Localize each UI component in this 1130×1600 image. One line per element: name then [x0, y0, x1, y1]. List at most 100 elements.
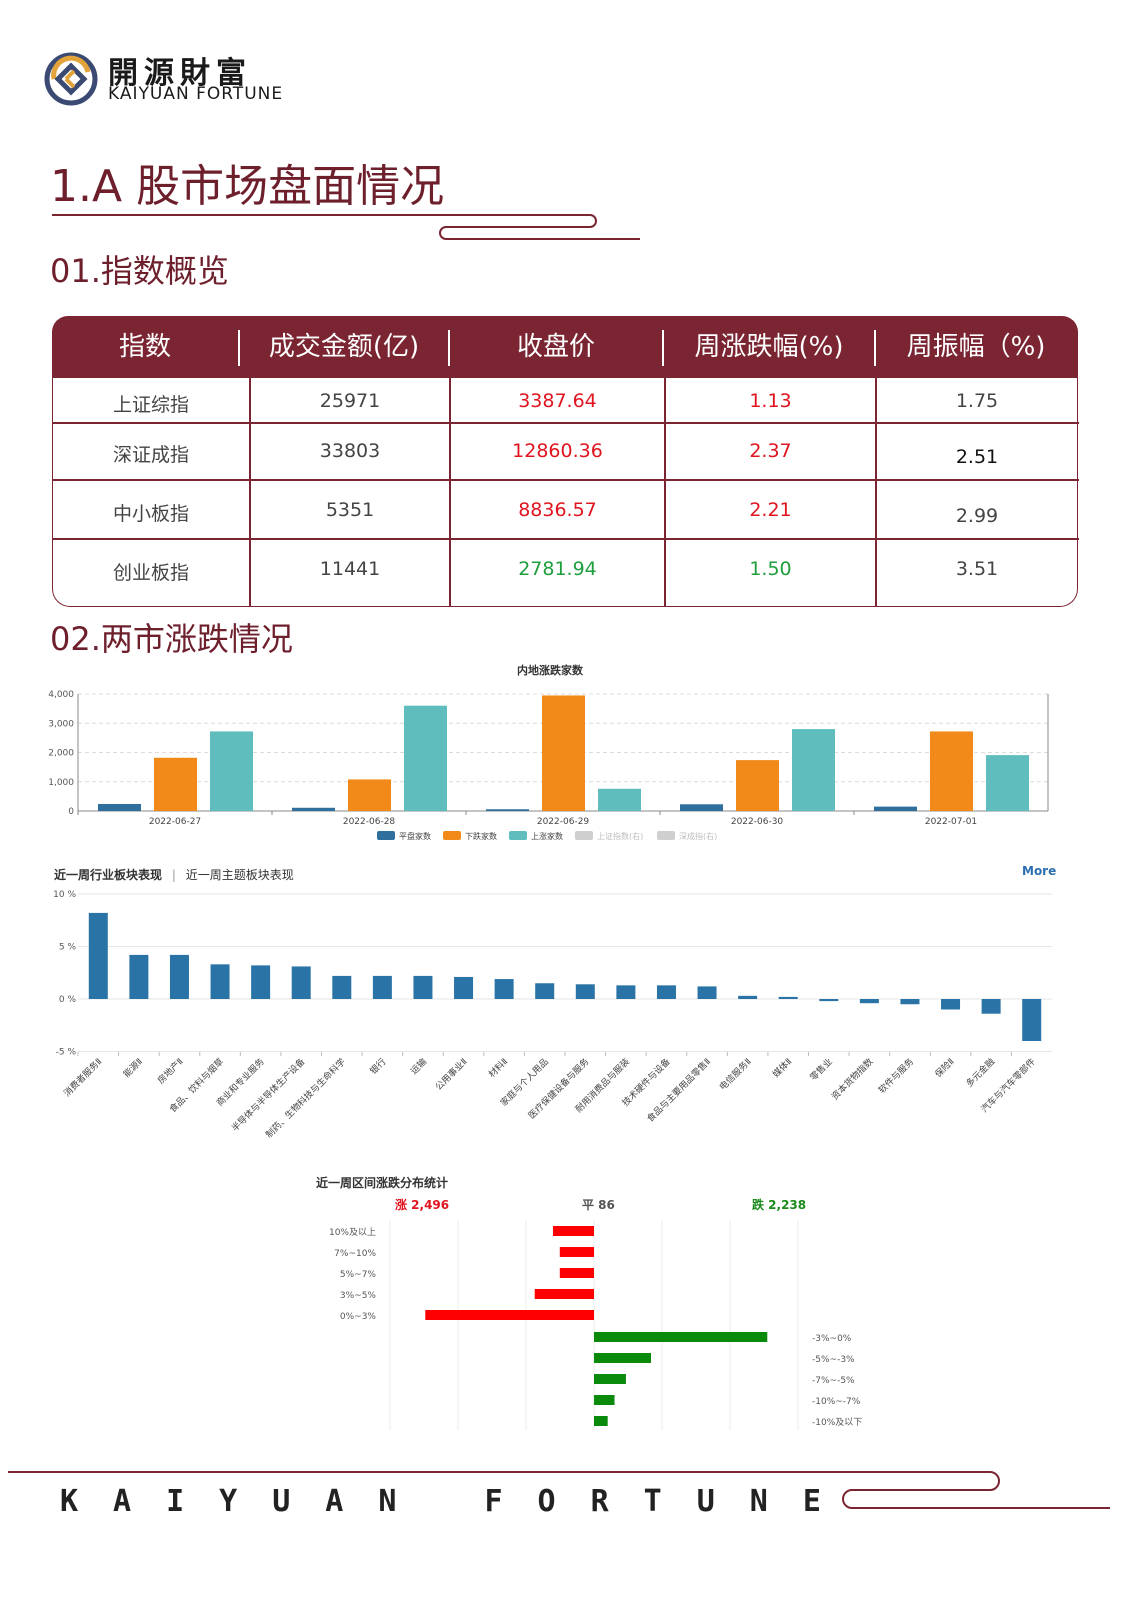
y-tick-label: -7%~-5%	[812, 1376, 855, 1386]
footer-brand-text: KAIYUAN FORTUNE	[60, 1484, 856, 1519]
table-cell-name: 深证成指	[112, 444, 189, 466]
bar	[372, 975, 392, 999]
bar	[454, 976, 474, 999]
bar	[98, 803, 141, 811]
sector-tabs: 近一周行业板块表现 | 近一周主题板块表现	[54, 866, 294, 883]
bar	[292, 807, 335, 811]
bar	[154, 757, 197, 811]
table-cell-amplitude: 1.75	[955, 390, 999, 412]
bar-up	[559, 1268, 594, 1278]
bar	[874, 806, 917, 811]
bar	[404, 705, 447, 811]
y-tick-label: 10 %	[53, 890, 76, 900]
bar	[413, 975, 433, 999]
y-tick-label: 7%~10%	[334, 1249, 376, 1259]
table-cell-close: 8836.57	[518, 499, 597, 521]
chart-title-distribution: 近一周区间涨跌分布统计	[316, 1176, 449, 1190]
column-divider	[449, 378, 451, 606]
table-cell-change: 2.37	[749, 440, 792, 462]
table-cell-amount: 11441	[319, 558, 381, 580]
y-tick-label: 0	[68, 807, 74, 817]
header-separator	[448, 330, 450, 366]
bar	[981, 999, 1001, 1014]
header-separator	[874, 330, 876, 366]
bar	[616, 985, 636, 999]
x-tick-label: 能源Ⅱ	[121, 1056, 145, 1080]
x-tick-label: 2022-06-28	[343, 817, 396, 827]
bar	[792, 729, 835, 811]
x-tick-label: 多元金融	[963, 1056, 997, 1090]
bar	[656, 985, 676, 999]
bar	[348, 779, 391, 811]
tab-industry-sectors[interactable]: 近一周行业板块表现	[54, 868, 163, 882]
table-cell-close: 3387.64	[518, 390, 597, 412]
row-divider	[53, 422, 1079, 424]
bar-down	[594, 1332, 768, 1342]
tab-theme-sectors[interactable]: 近一周主题板块表现	[185, 868, 294, 882]
title-underline-decoration	[52, 214, 640, 240]
legend-swatch	[575, 831, 593, 840]
bar	[251, 965, 271, 999]
table-header: 指数 成交金额(亿) 收盘价 周涨跌幅(%) 周振幅（%)	[52, 316, 1078, 378]
x-tick-label: 运输	[408, 1056, 429, 1077]
column-divider	[875, 378, 877, 606]
table-cell-close: 2781.94	[518, 558, 597, 580]
x-tick-label: 银行	[367, 1056, 388, 1077]
chart-title-advance-decline: 内地涨跌家数	[517, 664, 583, 677]
bar	[291, 966, 311, 999]
bar	[941, 999, 961, 1010]
header-separator	[662, 330, 664, 366]
x-tick-label: 2022-07-01	[925, 817, 977, 827]
table-cell-amount: 25971	[319, 390, 381, 412]
bar	[736, 760, 779, 811]
bar-up	[425, 1310, 594, 1320]
x-tick-label: 保险Ⅱ	[932, 1056, 956, 1080]
x-tick-label: 软件与服务	[876, 1056, 916, 1096]
x-tick-label: 2022-06-30	[731, 817, 784, 827]
brand-name-cn: 開源財富	[108, 56, 252, 91]
legend-label: 上证指数(右)	[597, 831, 643, 841]
legend-label: 上涨家数	[531, 831, 563, 841]
y-tick-label: 2,000	[48, 749, 74, 759]
section-title-market-breadth: 02.两市涨跌情况	[50, 620, 293, 658]
table-cell-close: 12860.36	[512, 440, 603, 462]
table-cell-amplitude: 3.51	[955, 558, 999, 580]
bar	[819, 999, 839, 1002]
bar	[680, 804, 723, 811]
bar	[542, 695, 585, 811]
bar	[900, 999, 920, 1005]
header-cell: 周涨跌幅(%)	[694, 332, 844, 362]
summary-flat: 平 86	[582, 1198, 615, 1212]
legend-swatch	[377, 831, 395, 840]
row-divider	[53, 538, 1079, 540]
brand-name-en: KAIYUAN FORTUNE	[108, 84, 284, 104]
sector-performance-chart: -5 %0 %5 %10 %消费者服务Ⅱ 能源Ⅱ 房地产Ⅱ食品、饮料与烟草商业和专业…	[53, 890, 1052, 1140]
y-tick-label: -5%~-3%	[812, 1355, 855, 1365]
page-title: 1.A 股市场盘面情况	[50, 161, 445, 212]
distribution-chart: 10%及以上 7%~10% 5%~7% 3%~5% 0%~3% -3%~0% -5%~-3%…	[329, 1220, 862, 1430]
bar-down	[594, 1395, 615, 1405]
bar-up	[552, 1226, 594, 1236]
y-tick-label: -10%及以下	[812, 1417, 862, 1428]
bar-up	[534, 1289, 594, 1299]
bar	[738, 995, 758, 999]
y-tick-label: 0 %	[59, 995, 77, 1005]
x-tick-label: 房地产Ⅱ	[155, 1056, 186, 1087]
bar-down	[594, 1353, 651, 1363]
bar-down	[594, 1416, 608, 1426]
y-tick-label: -10%~-7%	[812, 1397, 861, 1407]
table-cell-name: 上证综指	[112, 394, 189, 416]
x-tick-label: 零售业	[807, 1056, 835, 1084]
y-tick-label: 4,000	[48, 690, 74, 700]
y-tick-label: 3,000	[48, 719, 74, 729]
bar	[575, 984, 595, 999]
row-divider	[53, 479, 1079, 481]
bar	[169, 954, 189, 999]
y-tick-label: -5 %	[56, 1048, 77, 1058]
y-tick-label: 5 %	[59, 943, 77, 953]
x-tick-label: 消费者服务Ⅱ	[61, 1056, 104, 1099]
advance-decline-chart: 0 1,000 2,000 3,000 4,000 2022-06-27 2022-06-2…	[48, 690, 1049, 841]
more-link[interactable]: More	[1022, 864, 1057, 878]
y-tick-label: 1,000	[48, 778, 74, 788]
x-tick-label: 资本货物指数	[829, 1056, 876, 1103]
